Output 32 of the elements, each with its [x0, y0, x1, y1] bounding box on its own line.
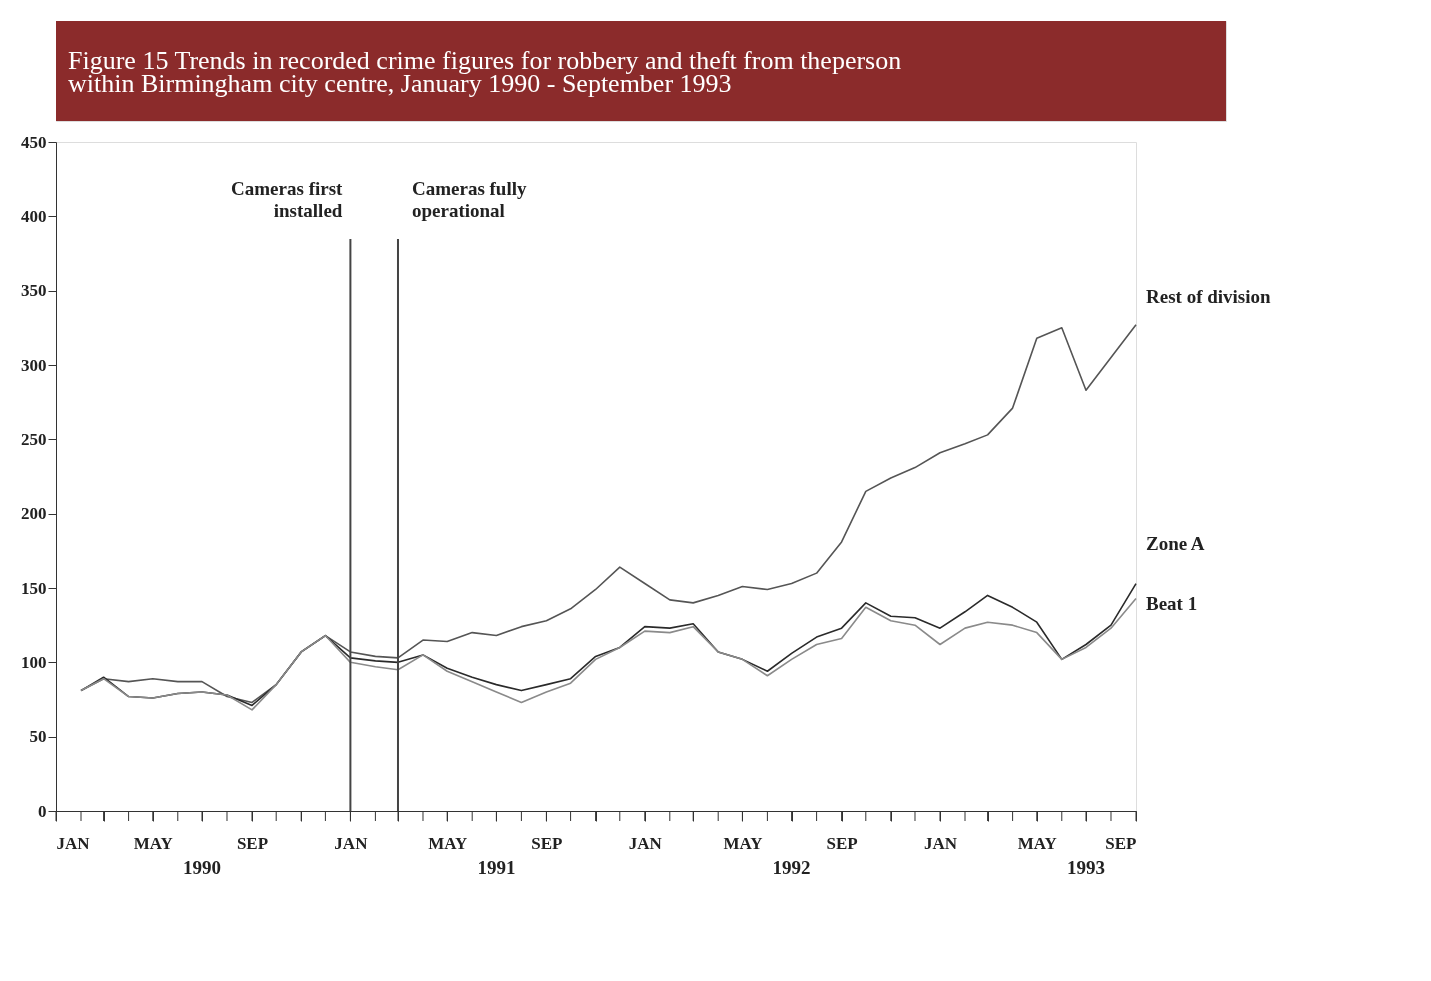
y-tick-label: 200	[21, 504, 47, 524]
y-tick-label: 100	[21, 652, 47, 672]
x-tick-label: MAY	[1017, 833, 1057, 853]
series-label: Rest of division	[1146, 285, 1271, 307]
x-tick-label: MAY	[133, 833, 173, 853]
x-tick-label: JAN	[923, 833, 958, 853]
x-tick-label: SEP	[531, 833, 563, 853]
ref-line-label: Cameras fully operational	[411, 178, 527, 221]
x-tick-label: SEP	[826, 833, 858, 853]
y-tick-label: 150	[21, 578, 47, 598]
y-tick-label: 50	[29, 727, 47, 747]
text: 1992	[772, 857, 811, 878]
y-tick-label: 400	[21, 206, 47, 226]
y-tick-label: 350	[21, 281, 47, 301]
x-tick-label: SEP	[1105, 833, 1137, 853]
y-tick-label: 300	[21, 355, 47, 375]
x-tick-label: JAN	[334, 833, 369, 853]
text: 1993	[1066, 857, 1105, 878]
text: 1990	[182, 857, 221, 878]
ref-line-label: Cameras first installed	[231, 178, 344, 221]
x-tick-label: JAN	[628, 833, 663, 853]
series-label: Beat 1	[1146, 593, 1198, 615]
y-tick-label: 250	[21, 429, 47, 449]
series-label: Zone A	[1146, 532, 1205, 554]
y-tick-label: 0	[38, 801, 47, 821]
x-tick-label: JAN	[56, 833, 91, 853]
y-tick-label: 450	[21, 132, 47, 152]
text: 1991	[477, 857, 516, 878]
x-tick-label: MAY	[428, 833, 468, 853]
x-tick-label: SEP	[236, 833, 269, 853]
x-tick-label: MAY	[723, 833, 763, 853]
chart-title: Figure 15 Trends in recorded crime figures for robbery and theft from theperson within Birmingham city centre, January 1990 - September 1993	[68, 45, 902, 98]
